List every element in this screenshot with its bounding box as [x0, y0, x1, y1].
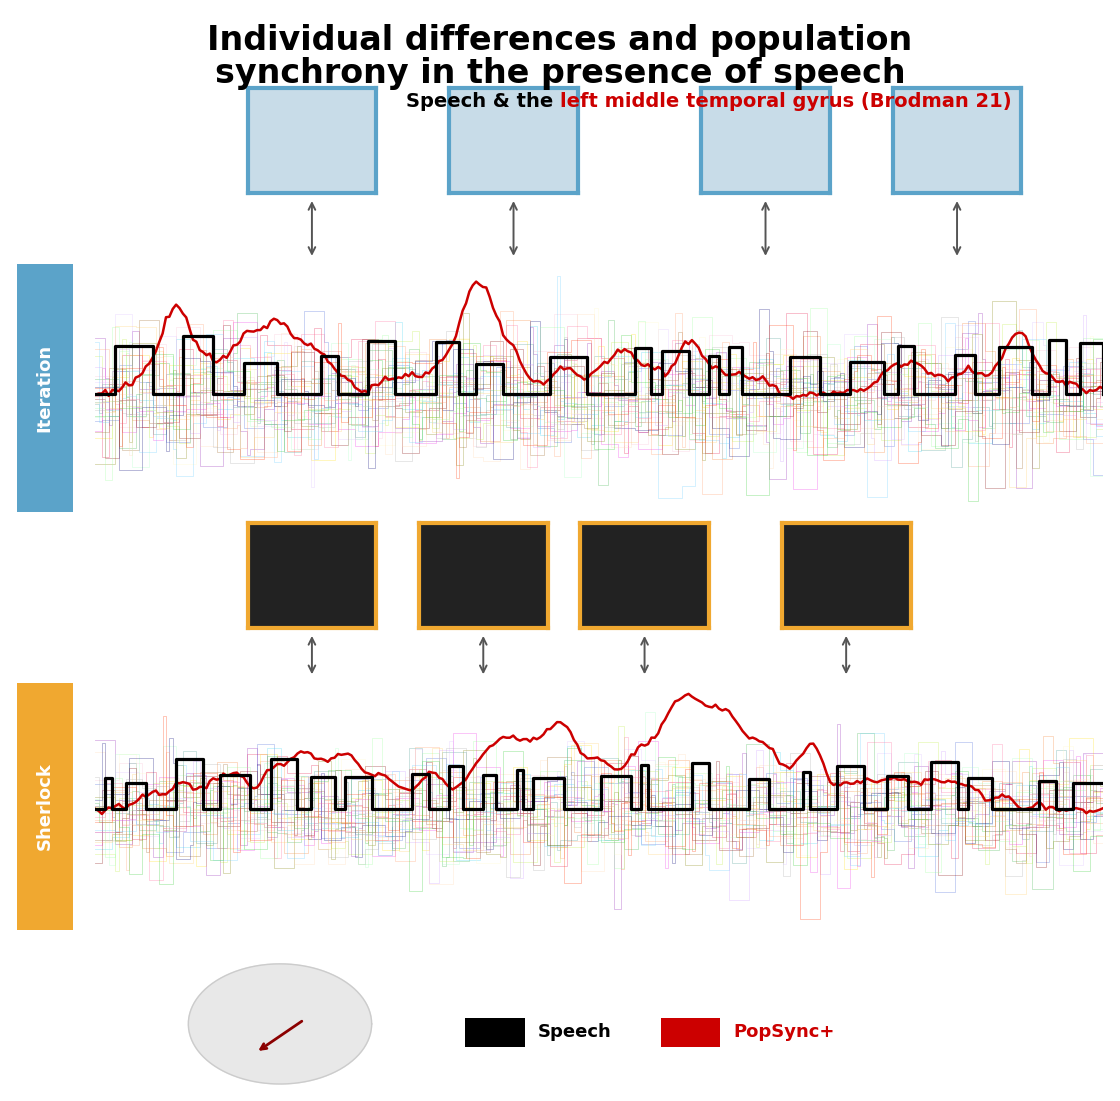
Text: Iteration: Iteration — [36, 344, 54, 433]
Text: PopSync+: PopSync+ — [734, 1023, 834, 1042]
Bar — [661, 1017, 720, 1046]
Polygon shape — [188, 963, 372, 1084]
Text: Sherlock: Sherlock — [36, 763, 54, 850]
Bar — [465, 1017, 524, 1046]
Text: Speech & the: Speech & the — [405, 91, 560, 111]
Text: synchrony in the presence of speech: synchrony in the presence of speech — [215, 57, 905, 90]
Text: Speech: Speech — [538, 1023, 612, 1042]
Text: Individual differences and population: Individual differences and population — [207, 24, 913, 57]
Text: left middle temporal gyrus (Brodman 21): left middle temporal gyrus (Brodman 21) — [560, 91, 1011, 111]
